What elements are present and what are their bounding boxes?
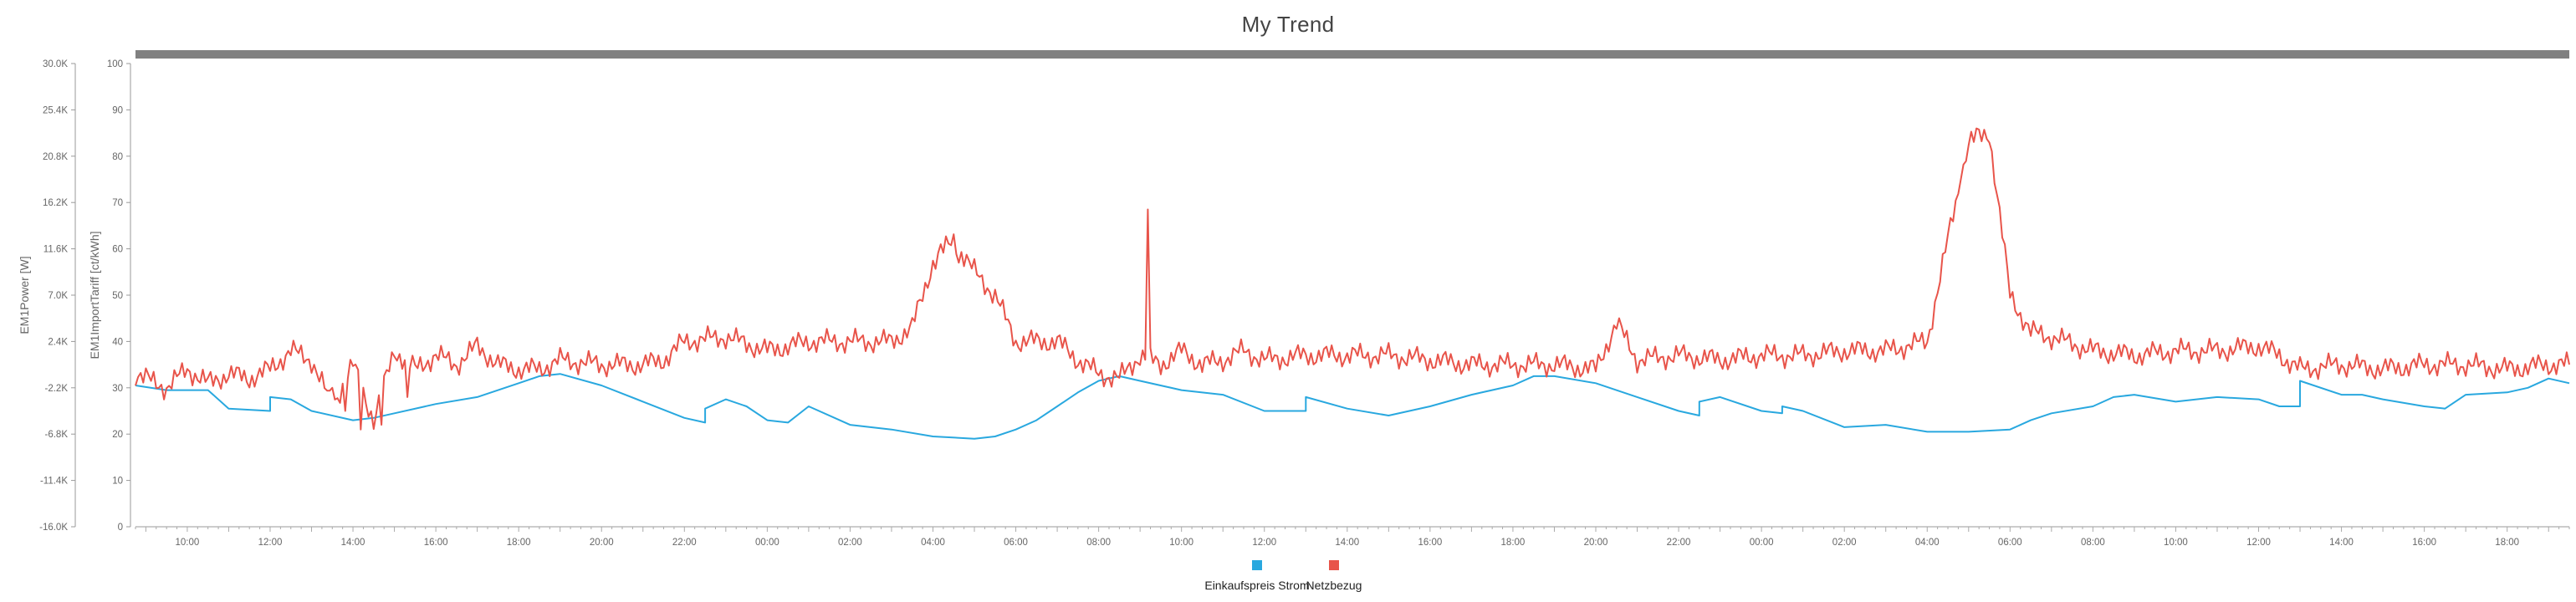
x-tick-label: 18:00	[1501, 538, 1526, 548]
x-tick-label: 06:00	[1004, 538, 1028, 548]
x-tick-label: 18:00	[2495, 538, 2519, 548]
x-tick-label: 10:00	[2164, 538, 2188, 548]
y-inner-tick-label: 70	[112, 198, 123, 208]
y-inner-tick-label: 50	[112, 291, 123, 301]
y-inner-tick-label: 60	[112, 245, 123, 255]
x-tick-label: 16:00	[2412, 538, 2436, 548]
legend-label[interactable]: Netzbezug	[1306, 579, 1362, 592]
x-tick-label: 08:00	[1086, 538, 1111, 548]
x-tick-label: 12:00	[1252, 538, 1276, 548]
x-tick-label: 00:00	[755, 538, 779, 548]
x-tick-label: 22:00	[672, 538, 697, 548]
x-tick-label: 14:00	[2329, 538, 2354, 548]
x-tick-label: 10:00	[1169, 538, 1193, 548]
x-tick-label: 14:00	[1335, 538, 1359, 548]
y-outer-tick-label: 16.2K	[43, 198, 68, 208]
y-outer-tick-label: -16.0K	[39, 523, 68, 533]
y-inner-tick-label: 20	[112, 430, 123, 440]
y-outer-tick-label: -2.2K	[45, 384, 69, 394]
x-tick-label: 20:00	[590, 538, 614, 548]
y-outer-tick-label: -11.4K	[40, 477, 68, 487]
x-tick-label: 06:00	[1998, 538, 2022, 548]
y-outer-tick-label: -6.8K	[45, 430, 69, 440]
x-tick-label: 04:00	[921, 538, 945, 548]
x-tick-label: 22:00	[1667, 538, 1691, 548]
y-axis-inner-title: EM1ImportTariff [ct/kWh]	[88, 232, 101, 360]
y-axis-outer-title: EM1Power [W]	[18, 256, 31, 334]
scroll-bar[interactable]	[135, 50, 2569, 59]
x-tick-label: 04:00	[1915, 538, 1940, 548]
x-tick-label: 12:00	[2246, 538, 2271, 548]
x-tick-label: 02:00	[838, 538, 862, 548]
x-tick-label: 02:00	[1832, 538, 1857, 548]
y-outer-tick-label: 7.0K	[48, 291, 68, 301]
series-line-netzbezug[interactable]	[135, 127, 2570, 431]
axes-layer: 0 10 20 30 40 50 60 70 80 90 100 -16.0K -11.4K -6.8K -…	[18, 59, 2570, 548]
chart-title: My Trend	[1241, 12, 1335, 37]
legend-label[interactable]: Einkaufspreis Strom	[1204, 579, 1309, 592]
y-outer-tick-label: 11.6K	[43, 245, 69, 255]
legend-swatch[interactable]	[1329, 560, 1339, 570]
y-outer-tick-label: 30.0K	[43, 59, 68, 69]
x-tick-label: 18:00	[507, 538, 531, 548]
x-tick-label: 14:00	[341, 538, 365, 548]
y-inner-tick-label: 0	[118, 523, 123, 533]
x-tick-label: 16:00	[424, 538, 448, 548]
x-tick-label: 16:00	[1418, 538, 1442, 548]
y-inner-tick-label: 90	[112, 105, 123, 115]
y-outer-tick-label: 2.4K	[48, 337, 68, 347]
y-inner-tick-label: 10	[112, 477, 123, 487]
x-tick-label: 12:00	[258, 538, 283, 548]
x-tick-label: 08:00	[2081, 538, 2105, 548]
x-tick-label: 10:00	[176, 538, 200, 548]
series-line-einkaufspreis-strom[interactable]	[135, 373, 2570, 440]
legend-swatch[interactable]	[1252, 560, 1262, 570]
y-outer-tick-label: 25.4K	[43, 105, 68, 115]
series-layer	[135, 127, 2570, 440]
x-tick-label: 20:00	[1584, 538, 1608, 548]
y-outer-tick-label: 20.8K	[43, 152, 68, 162]
x-tick-label: 00:00	[1750, 538, 1774, 548]
y-inner-tick-label: 40	[112, 337, 123, 347]
y-inner-tick-label: 30	[112, 384, 123, 394]
y-inner-tick-label: 100	[107, 59, 123, 69]
y-inner-tick-label: 80	[112, 152, 123, 162]
